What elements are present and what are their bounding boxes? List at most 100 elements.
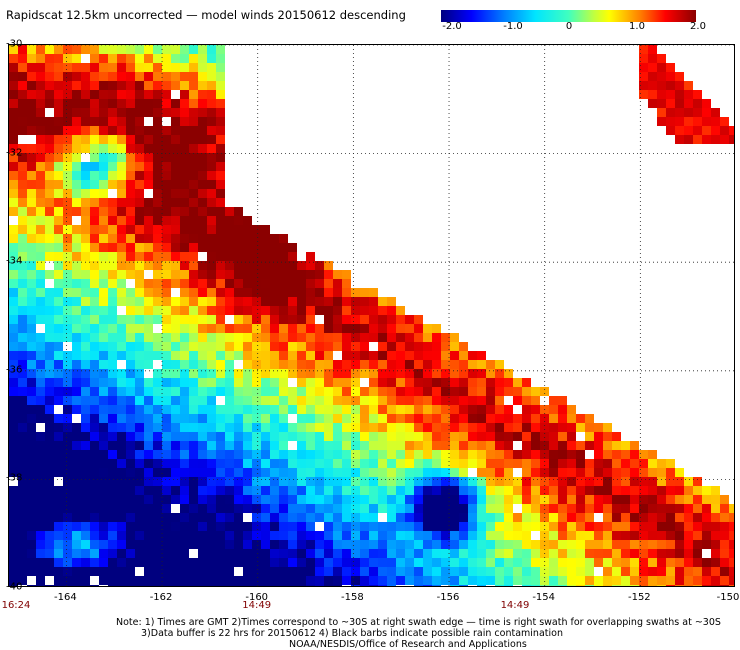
wind-cell bbox=[378, 477, 387, 486]
wind-cell bbox=[468, 495, 477, 504]
wind-cell bbox=[603, 531, 612, 540]
wind-cell bbox=[27, 423, 36, 432]
wind-cell bbox=[468, 567, 477, 576]
wind-cell bbox=[594, 477, 603, 486]
wind-cell bbox=[36, 387, 45, 396]
wind-cell bbox=[567, 540, 576, 549]
wind-cell bbox=[90, 198, 99, 207]
wind-cell bbox=[657, 513, 666, 522]
wind-cell bbox=[153, 495, 162, 504]
wind-cell bbox=[648, 585, 657, 586]
wind-cell bbox=[189, 54, 198, 63]
wind-cell bbox=[720, 495, 729, 504]
wind-cell bbox=[306, 450, 315, 459]
wind-cell bbox=[378, 585, 387, 586]
wind-cell bbox=[360, 477, 369, 486]
wind-cell bbox=[207, 486, 216, 495]
wind-cell bbox=[189, 486, 198, 495]
wind-cell bbox=[18, 198, 27, 207]
wind-cell bbox=[504, 495, 513, 504]
wind-cell bbox=[639, 495, 648, 504]
wind-cell bbox=[144, 351, 153, 360]
wind-cell bbox=[504, 522, 513, 531]
wind-cell bbox=[189, 81, 198, 90]
wind-cell bbox=[576, 414, 585, 423]
wind-cell bbox=[54, 441, 63, 450]
wind-cell bbox=[270, 252, 279, 261]
wind-cell bbox=[693, 126, 702, 135]
wind-cell bbox=[108, 549, 117, 558]
wind-cell bbox=[243, 531, 252, 540]
wind-cell bbox=[441, 567, 450, 576]
wind-cell bbox=[252, 315, 261, 324]
wind-cell bbox=[198, 189, 207, 198]
wind-cell bbox=[396, 495, 405, 504]
wind-cell bbox=[378, 468, 387, 477]
wind-cell bbox=[63, 477, 72, 486]
wind-cell bbox=[441, 351, 450, 360]
wind-cell bbox=[72, 396, 81, 405]
wind-cell bbox=[216, 513, 225, 522]
wind-cell bbox=[333, 513, 342, 522]
wind-cell bbox=[495, 387, 504, 396]
wind-cell bbox=[234, 585, 243, 586]
wind-cell bbox=[99, 360, 108, 369]
wind-cell bbox=[270, 270, 279, 279]
wind-cell bbox=[180, 369, 189, 378]
wind-cell bbox=[162, 234, 171, 243]
wind-cell bbox=[639, 549, 648, 558]
wind-cell bbox=[549, 576, 558, 585]
wind-cell bbox=[216, 360, 225, 369]
wind-cell bbox=[252, 513, 261, 522]
wind-cell bbox=[180, 468, 189, 477]
wind-cell bbox=[369, 297, 378, 306]
wind-cell bbox=[99, 369, 108, 378]
wind-cell bbox=[495, 558, 504, 567]
wind-cell bbox=[675, 504, 684, 513]
wind-cell bbox=[558, 531, 567, 540]
wind-cell bbox=[567, 513, 576, 522]
wind-cell bbox=[630, 513, 639, 522]
wind-cell bbox=[585, 486, 594, 495]
wind-cell bbox=[81, 81, 90, 90]
wind-cell bbox=[369, 324, 378, 333]
wind-cell bbox=[126, 459, 135, 468]
wind-cell bbox=[99, 234, 108, 243]
wind-cell bbox=[531, 441, 540, 450]
wind-cell bbox=[333, 477, 342, 486]
wind-cell bbox=[18, 180, 27, 189]
wind-cell bbox=[225, 477, 234, 486]
wind-cell bbox=[207, 72, 216, 81]
wind-cell bbox=[36, 495, 45, 504]
wind-cell bbox=[9, 531, 18, 540]
wind-cell bbox=[639, 54, 648, 63]
wind-cell bbox=[252, 441, 261, 450]
wind-cell bbox=[603, 432, 612, 441]
wind-cell bbox=[513, 450, 522, 459]
wind-cell bbox=[459, 531, 468, 540]
wind-cell bbox=[288, 324, 297, 333]
wind-cell bbox=[387, 450, 396, 459]
wind-cell bbox=[189, 576, 198, 585]
wind-cell bbox=[234, 477, 243, 486]
wind-cell bbox=[486, 459, 495, 468]
wind-cell bbox=[288, 531, 297, 540]
wind-cell bbox=[9, 99, 18, 108]
wind-cell bbox=[9, 144, 18, 153]
wind-cell bbox=[504, 378, 513, 387]
wind-cell bbox=[666, 558, 675, 567]
wind-cell bbox=[504, 387, 513, 396]
wind-cell bbox=[315, 585, 324, 586]
wind-cell bbox=[477, 567, 486, 576]
wind-cell bbox=[81, 90, 90, 99]
wind-cell bbox=[72, 513, 81, 522]
wind-cell bbox=[414, 567, 423, 576]
wind-cell bbox=[198, 468, 207, 477]
wind-cell bbox=[72, 234, 81, 243]
wind-cell bbox=[459, 468, 468, 477]
wind-cell bbox=[90, 378, 99, 387]
wind-cell bbox=[270, 576, 279, 585]
wind-cell bbox=[81, 144, 90, 153]
wind-cell bbox=[522, 450, 531, 459]
wind-cell bbox=[99, 522, 108, 531]
